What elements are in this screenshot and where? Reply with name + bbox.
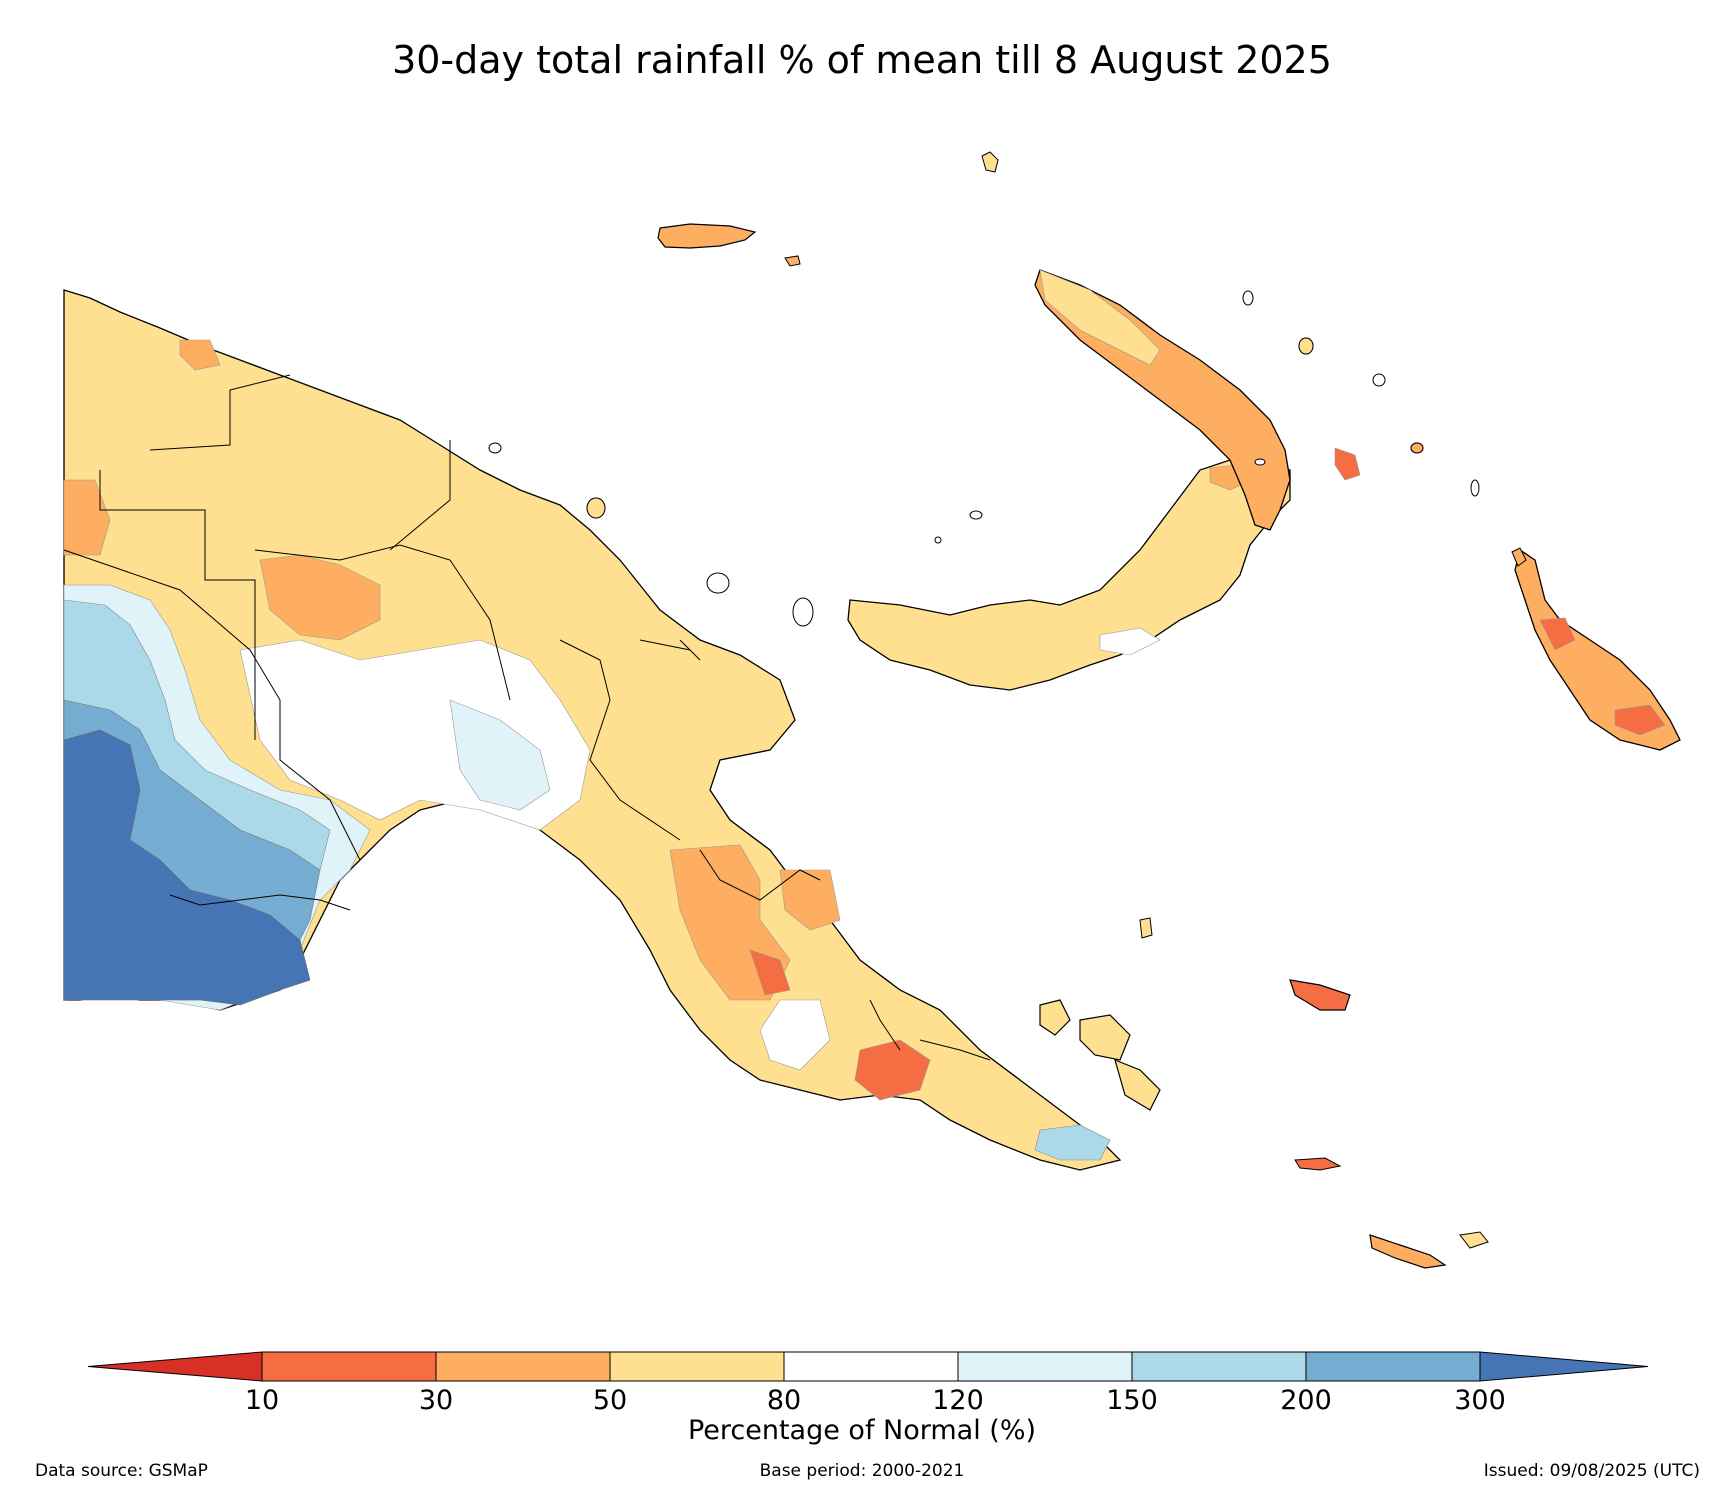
- rossel-island-west: [1459, 1231, 1489, 1249]
- bougainville-very-dry2: [1614, 704, 1666, 736]
- wet-zone-central: [449, 699, 551, 811]
- normal-zone-se: [759, 999, 831, 1071]
- buka-island: [1511, 547, 1527, 567]
- colorbar-bin: [435, 1351, 611, 1382]
- bougainville-very-dry1: [1539, 617, 1576, 651]
- base-period: Base period: 2000-2021: [759, 1461, 965, 1481]
- new-ireland-north-yellow: [1039, 269, 1161, 366]
- new-ireland-very-dry: [1334, 447, 1361, 481]
- colorbar-label: Percentage of Normal (%): [687, 1415, 1037, 1446]
- manus-east-islet: [784, 255, 801, 267]
- goodenough-island: [1079, 1014, 1131, 1061]
- islets: [488, 290, 1480, 627]
- dry-zone-30-50-west: [63, 479, 111, 556]
- colorbar-tick-label: 50: [592, 1385, 628, 1416]
- colorbar-bin: [1305, 1351, 1481, 1382]
- colorbar: [87, 1351, 1649, 1382]
- colorbar-bin: [783, 1351, 959, 1382]
- very-dry-zone-se2: [749, 949, 791, 996]
- map-title: 30-day total rainfall % of mean till 8 A…: [392, 38, 1332, 82]
- mainland-outline: [63, 289, 1122, 1171]
- new-britain: [847, 459, 1291, 691]
- bougainville: [1514, 548, 1681, 751]
- mussau-island: [981, 151, 999, 173]
- dry-zone-30-50-north: [259, 554, 381, 641]
- new-britain-white-patch: [1099, 627, 1161, 656]
- woodlark-island: [1289, 979, 1351, 1011]
- dry-zone-sepik: [179, 339, 221, 371]
- mainland: [63, 289, 1122, 1171]
- province-boundaries: [63, 374, 991, 1061]
- fergusson-island: [1114, 1058, 1161, 1111]
- manus-island: [657, 223, 757, 249]
- colorbar-tick-label: 150: [1106, 1385, 1158, 1416]
- dry-zone-se2: [779, 869, 841, 931]
- colorbar-tick-label: 30: [418, 1385, 454, 1416]
- wet-zone-max: [63, 729, 311, 1006]
- colorbar-tick-label: 80: [766, 1385, 802, 1416]
- trobriand-island: [1139, 917, 1153, 939]
- colorbar-bin: [957, 1351, 1133, 1382]
- colorbar-tick-label: 10: [244, 1385, 280, 1416]
- colorbar-tick-label: 300: [1454, 1385, 1506, 1416]
- wet-zone-se-tip: [1034, 1124, 1111, 1161]
- colorbar-bin: [1131, 1351, 1307, 1382]
- issued-date: Issued: 09/08/2025 (UTC): [1483, 1461, 1700, 1481]
- dentrecasteaux-north: [1039, 999, 1071, 1036]
- colorbar-bin: [609, 1351, 785, 1382]
- islets-dry: [586, 337, 1424, 519]
- sudest-island: [1369, 1234, 1447, 1269]
- misima-island: [1294, 1157, 1342, 1171]
- fly-river: [169, 894, 351, 911]
- data-source: Data source: GSMaP: [35, 1461, 208, 1481]
- colorbar-tick-label: 120: [932, 1385, 984, 1416]
- colorbar-bin: [261, 1351, 437, 1382]
- very-dry-zone-se1: [854, 1039, 931, 1101]
- colorbar-tick-label: 200: [1280, 1385, 1332, 1416]
- colorbar-extend-low: [87, 1351, 263, 1382]
- colorbar-extend-high: [1479, 1351, 1649, 1382]
